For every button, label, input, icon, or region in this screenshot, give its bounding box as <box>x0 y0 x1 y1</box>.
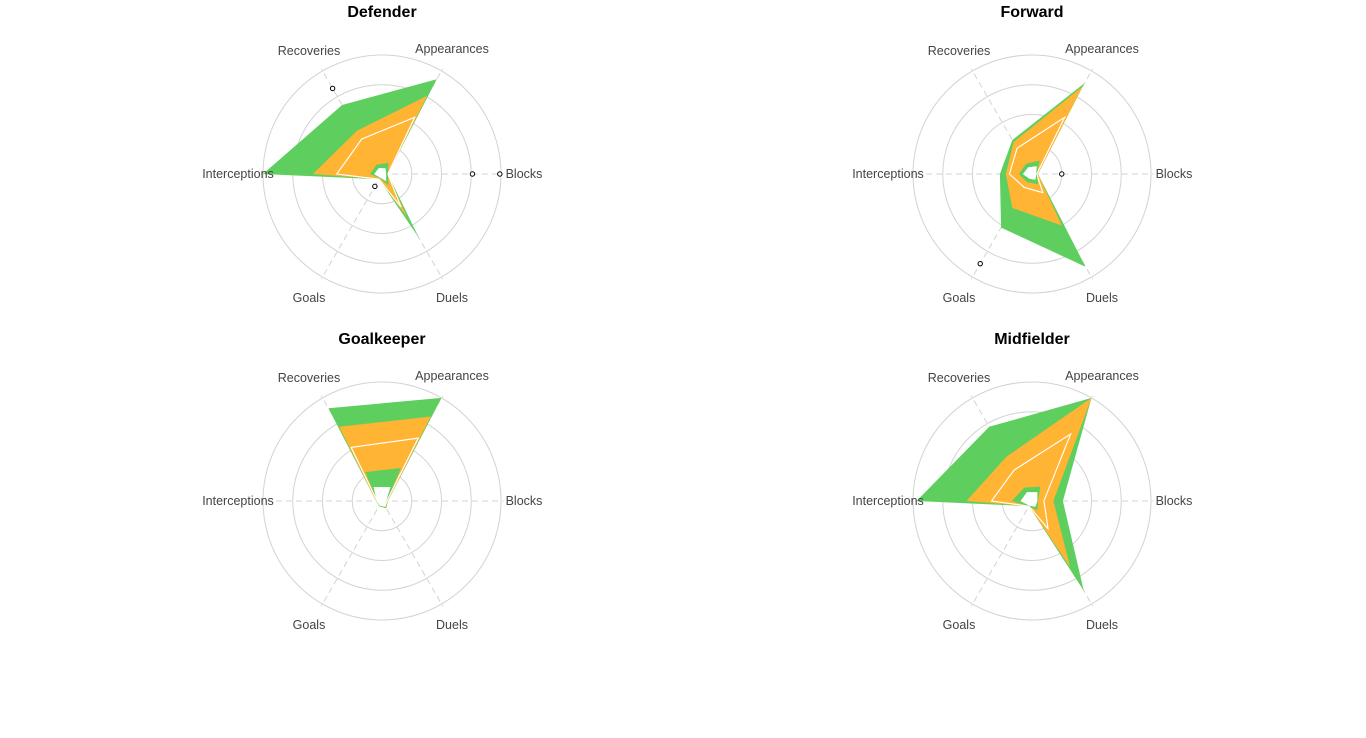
radar-panel: Appearances Blocks Duels Goals Interceptions… <box>852 331 1192 632</box>
outlier-point <box>372 183 378 190</box>
axis-label-blocks: Blocks <box>506 167 543 181</box>
series-polygon <box>999 83 1086 267</box>
axis-label-goals: Goals <box>293 618 326 632</box>
radar-panel: Appearances Blocks Duels Goals Interceptions… <box>202 331 542 632</box>
axis-label-blocks: Blocks <box>1156 494 1193 508</box>
axis-label-goals: Goals <box>293 291 326 305</box>
outlier-point <box>329 85 336 92</box>
panel-title: Forward <box>1000 4 1063 21</box>
outlier-point <box>1059 171 1065 177</box>
axis-label-interceptions: Interceptions <box>852 167 924 181</box>
axis-label-recoveries: Recoveries <box>928 44 991 58</box>
axis-label-duels: Duels <box>1086 291 1118 305</box>
axis-label-recoveries: Recoveries <box>278 371 341 385</box>
grid-ring <box>942 84 1122 264</box>
axis-label-interceptions: Interceptions <box>202 167 274 181</box>
outlier-point <box>497 171 503 177</box>
series-outline <box>1008 115 1066 194</box>
axis-label-appearances: Appearances <box>1065 42 1139 56</box>
panel-title: Midfielder <box>994 331 1070 348</box>
axis-label-duels: Duels <box>436 618 468 632</box>
axis-label-blocks: Blocks <box>1156 167 1193 181</box>
grid-spoke <box>970 500 1033 607</box>
axis-label-goals: Goals <box>943 291 976 305</box>
axis-label-duels: Duels <box>1086 618 1118 632</box>
series-outline <box>350 437 420 507</box>
axis-label-appearances: Appearances <box>1065 369 1139 383</box>
axis-label-appearances: Appearances <box>415 369 489 383</box>
axis-label-appearances: Appearances <box>415 42 489 56</box>
grid-spoke <box>320 173 383 280</box>
series-core <box>1021 492 1037 507</box>
grid-ring <box>912 381 1152 621</box>
series-outline <box>335 116 416 208</box>
axis-label-duels: Duels <box>436 291 468 305</box>
grid-ring <box>912 54 1152 294</box>
series-core <box>374 487 390 506</box>
outlier-point <box>469 171 476 177</box>
axis-label-blocks: Blocks <box>506 494 543 508</box>
series-polygon <box>365 468 401 506</box>
axis-label-recoveries: Recoveries <box>928 371 991 385</box>
series-core <box>374 168 386 181</box>
grid-ring <box>262 381 502 621</box>
grid-spoke <box>381 500 444 607</box>
panel-title: Defender <box>347 4 416 21</box>
radar-panel: Appearances Blocks Duels Goals Interceptions… <box>202 4 542 305</box>
series-polygon <box>313 95 428 218</box>
grid-spoke <box>320 500 383 607</box>
axis-label-recoveries: Recoveries <box>278 44 341 58</box>
radar-panel: Appearances Blocks Duels Goals Interceptions… <box>852 4 1192 305</box>
series-core <box>1023 166 1037 180</box>
axis-label-goals: Goals <box>943 618 976 632</box>
axis-label-interceptions: Interceptions <box>202 494 274 508</box>
series-polygon <box>1005 86 1083 226</box>
axis-label-interceptions: Interceptions <box>852 494 924 508</box>
outlier-point <box>977 260 983 267</box>
series-outline <box>990 432 1072 531</box>
panel-title: Goalkeeper <box>338 331 425 348</box>
